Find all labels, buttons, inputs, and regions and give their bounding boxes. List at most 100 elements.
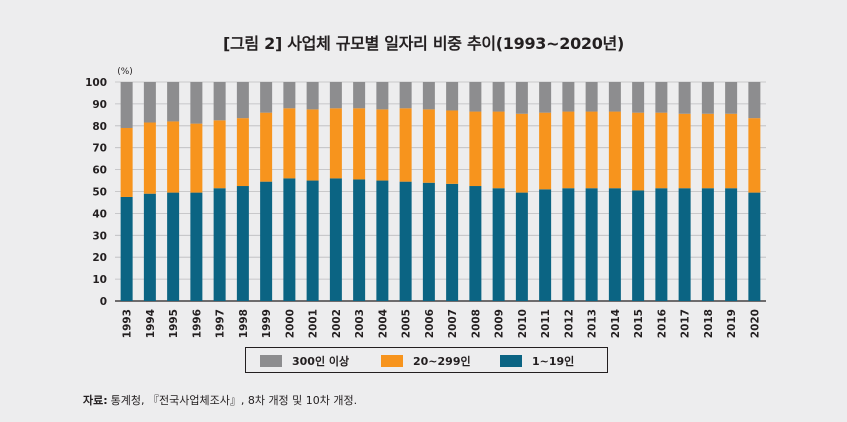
bar-segment-2015 [632,112,645,191]
bar-segment-2010 [515,82,528,114]
legend-item-1-19: 1~19인 [500,354,574,368]
x-tick-label: 2010 [517,309,529,338]
x-tick-label: 2011 [540,309,552,338]
bar-segment-1995 [167,121,180,193]
bar-segment-2004 [376,180,389,301]
bar-segment-2012 [562,111,575,189]
x-tick-label: 2003 [354,309,366,338]
bar-segment-1995 [167,192,180,301]
bar-segment-1998 [236,186,249,301]
bar-segment-2004 [376,82,389,110]
axes: 0 10 20 30 40 50 60 70 80 90 100 (%) 1993 1994 1995 199… [85,67,761,338]
bar-segment-2003 [353,179,366,301]
y-tick-label: 100 [85,77,107,89]
bar-segment-1998 [236,82,249,119]
bar-segment-2018 [701,82,714,114]
bar-segment-2003 [353,82,366,109]
bar-segment-2008 [469,186,482,301]
bar-segment-2020 [748,118,761,193]
bar-segment-2006 [422,182,435,301]
bar-segment-2016 [655,112,668,189]
source-text: 통계청, 『전국사업체조사』, 8차 개정 및 10차 개정. [110,394,358,407]
bar-segment-2015 [632,82,645,113]
bar-segment-1994 [143,122,156,194]
bar-segment-1993 [120,127,133,197]
bar-segment-2009 [492,188,505,301]
bar-segment-2006 [422,109,435,183]
x-tick-label: 1996 [191,309,203,338]
y-axis-unit: (%) [117,67,133,77]
bar-segment-2009 [492,82,505,112]
bar-segment-1995 [167,82,180,122]
bar-segment-2002 [329,108,342,179]
bar-segment-1996 [190,82,203,124]
legend-label-300-plus: 300인 이상 [292,355,350,368]
bar-segment-2002 [329,178,342,301]
legend-swatch-300-plus [260,355,282,367]
x-tick-label: 2007 [447,309,459,338]
x-tick-label: 2020 [749,309,761,338]
bar-segment-2000 [283,178,296,301]
bar-segment-2019 [725,188,738,301]
x-tick-label: 2015 [633,309,645,338]
x-tick-label: 1999 [261,309,273,338]
x-tick-label: 2005 [401,309,413,338]
bar-segment-2007 [446,82,459,111]
bar-segment-2017 [678,82,691,114]
legend-item-20-299: 20~299인 [381,354,471,368]
x-tick-label: 2002 [331,309,343,338]
x-tick-label: 2018 [703,309,715,338]
bar-segment-2016 [655,188,668,301]
bar-segment-2011 [539,189,552,301]
bar-segment-1993 [120,82,133,128]
y-tick-label: 80 [92,121,107,133]
bar-segment-2005 [399,82,412,109]
y-tick-label: 60 [92,165,107,177]
x-tick-label: 2017 [680,309,692,338]
bar-segment-2000 [283,82,296,109]
y-tick-label: 0 [100,296,107,308]
bar-segment-2018 [701,113,714,189]
bar-segment-2000 [283,108,296,179]
legend-item-300-plus: 300인 이상 [260,354,349,368]
bar-segment-2017 [678,113,691,189]
y-tick-label: 10 [92,274,107,286]
y-tick-label: 50 [92,187,107,199]
x-tick-label: 1994 [145,309,157,338]
x-tick-label: 2016 [656,309,668,338]
bar-segment-2018 [701,188,714,301]
bar-segment-2010 [515,192,528,301]
legend: 300인 이상 20~299인 1~19인 [245,347,608,373]
x-tick-label: 1998 [238,309,250,338]
gridlines [115,81,766,302]
x-tick-label: 2001 [308,309,320,338]
bar-segment-2001 [306,180,319,301]
bar-segment-2005 [399,181,412,301]
bar-segment-2014 [608,188,621,301]
y-tick-label: 90 [92,99,107,111]
bar-segment-2004 [376,109,389,181]
x-tick-label: 2013 [587,309,599,338]
bar-segment-1999 [260,82,273,113]
bar-segment-2019 [725,113,738,189]
bar-segment-2007 [446,110,459,184]
bar-segment-1998 [236,118,249,187]
bar-segment-2017 [678,188,691,301]
bar-segment-2016 [655,82,668,113]
x-tick-label: 2012 [563,309,575,338]
y-tick-label: 30 [92,230,107,242]
bar-segment-2011 [539,112,552,190]
bar-segment-2010 [515,113,528,193]
bar-segment-1999 [260,181,273,301]
x-tick-label: 2009 [494,309,506,338]
bar-segment-1994 [143,193,156,301]
bar-segment-1997 [213,82,226,121]
bar-segment-2009 [492,111,505,189]
bar-segment-2020 [748,82,761,119]
y-tick-label: 20 [92,252,107,264]
bar-segment-2012 [562,188,575,301]
x-tick-label: 2019 [726,309,738,338]
bar-segment-2003 [353,108,366,180]
bar-segment-2014 [608,111,621,189]
